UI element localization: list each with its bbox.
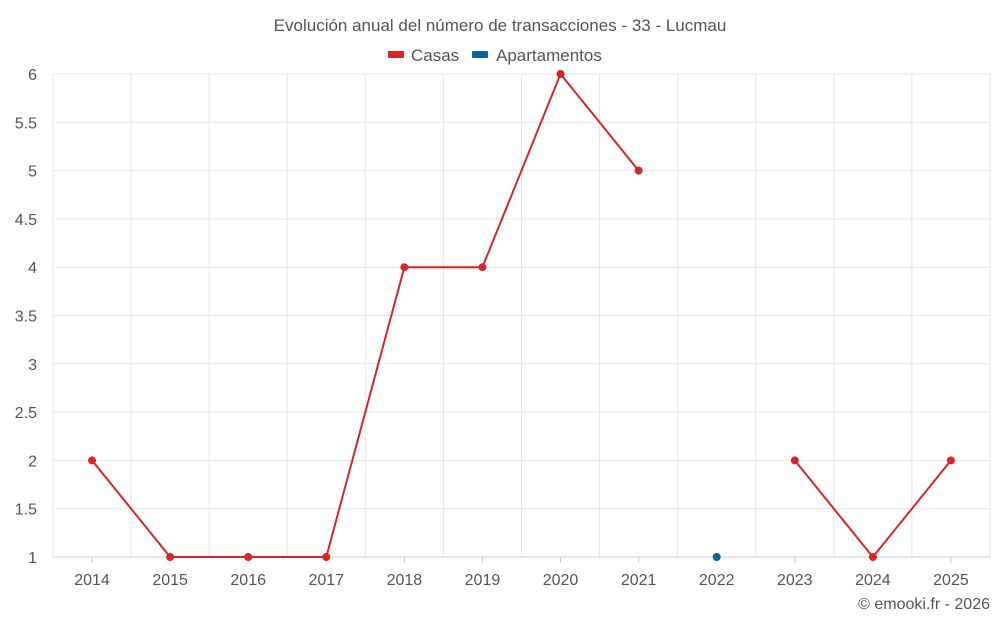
series-apartamentos xyxy=(712,553,721,561)
series xyxy=(88,70,955,561)
x-tick-label: 2025 xyxy=(933,572,969,589)
credit-text: © emooki.fr - 2026 xyxy=(858,596,990,613)
data-point-casas-2018[interactable] xyxy=(400,263,409,272)
legend-swatch-apartamentos xyxy=(472,51,488,58)
x-tick-label: 2023 xyxy=(777,572,813,589)
x-tick-label: 2016 xyxy=(230,572,266,589)
legend-label-casas: Casas xyxy=(411,46,459,65)
series-casas xyxy=(88,70,955,561)
legend[interactable]: Casas Apartamentos xyxy=(388,46,602,65)
legend-label-apartamentos: Apartamentos xyxy=(496,46,602,65)
y-tick-label: 1 xyxy=(28,550,37,567)
y-tick-label: 3.5 xyxy=(15,309,37,326)
y-tick-label: 1.5 xyxy=(15,502,37,519)
x-tick-label: 2019 xyxy=(465,572,501,589)
x-tick-label: 2020 xyxy=(543,572,579,589)
data-point-casas-2014[interactable] xyxy=(88,456,97,465)
y-tick-label: 5 xyxy=(28,164,37,181)
x-tick-label: 2024 xyxy=(855,572,891,589)
series-line-casas xyxy=(91,73,640,558)
y-tick-label: 2 xyxy=(28,453,37,470)
legend-swatch-casas xyxy=(388,51,404,58)
x-tick-label: 2021 xyxy=(621,572,657,589)
data-point-casas-2017[interactable] xyxy=(322,553,331,561)
x-tick-label: 2014 xyxy=(74,572,110,589)
y-axis-ticks: 1 1.5 2 2.5 3 3.5 4 4.5 5 5.5 6 xyxy=(15,67,37,567)
y-tick-label: 3 xyxy=(28,357,37,374)
data-point-casas-2024[interactable] xyxy=(868,553,877,561)
chart-title: Evolución anual del número de transaccio… xyxy=(274,16,727,35)
grid xyxy=(52,73,991,558)
x-tick-label: 2017 xyxy=(308,572,344,589)
legend-item-casas[interactable]: Casas xyxy=(388,46,459,65)
data-point-casas-2016[interactable] xyxy=(244,553,253,561)
legend-item-apartamentos[interactable]: Apartamentos xyxy=(472,46,602,65)
y-tick-label: 2.5 xyxy=(15,405,37,422)
data-point-casas-2021[interactable] xyxy=(634,166,643,175)
data-point-apartamentos-2022[interactable] xyxy=(712,553,721,561)
data-point-casas-2019[interactable] xyxy=(478,263,487,272)
y-tick-label: 6 xyxy=(28,67,37,84)
y-tick-label: 4 xyxy=(28,260,37,277)
x-axis-ticks: 2014 2015 2016 2017 2018 2019 2020 2021 2022 2023… xyxy=(74,557,969,589)
x-tick-label: 2015 xyxy=(152,572,188,589)
x-tick-label: 2018 xyxy=(387,572,423,589)
data-point-casas-2023[interactable] xyxy=(790,456,799,465)
y-tick-label: 4.5 xyxy=(15,212,37,229)
data-point-casas-2025[interactable] xyxy=(946,456,955,465)
data-point-casas-2015[interactable] xyxy=(166,553,175,561)
x-tick-label: 2022 xyxy=(699,572,735,589)
y-tick-label: 5.5 xyxy=(15,115,37,132)
data-point-casas-2020[interactable] xyxy=(556,70,565,78)
